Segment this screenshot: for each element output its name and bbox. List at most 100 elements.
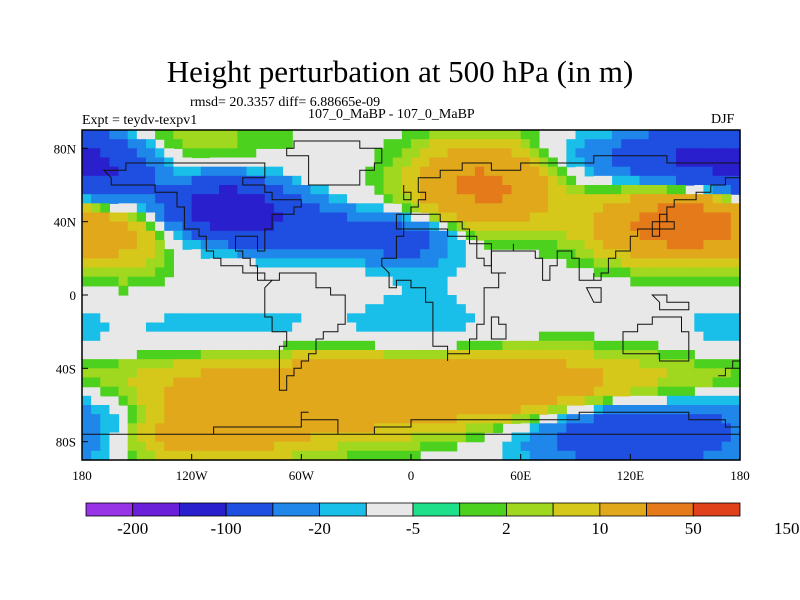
field-cell (548, 166, 558, 177)
field-cell (91, 258, 101, 269)
field-cell (145, 212, 156, 223)
field-cell (474, 267, 485, 278)
field-cell (292, 267, 302, 278)
field-cell (529, 395, 540, 406)
field-cell (593, 386, 604, 397)
field-cell (456, 249, 467, 259)
left-label: Expt = teydv-texpv1 (82, 113, 198, 128)
field-cell (356, 368, 366, 379)
field-cell (657, 267, 668, 278)
field-cell (246, 405, 257, 415)
field-cell (264, 414, 275, 424)
field-cell (237, 258, 248, 269)
field-cell (593, 423, 604, 434)
field-cell (630, 359, 641, 369)
field-cell (630, 395, 641, 406)
field-cell (548, 432, 558, 443)
field-cell (219, 130, 229, 140)
field-cell (721, 414, 732, 424)
field-cell (685, 368, 695, 379)
field-cell (264, 185, 275, 195)
field-cell (283, 368, 293, 379)
field-cell (511, 185, 522, 195)
field-cell (538, 432, 549, 443)
field-cell (401, 249, 412, 259)
field-cell (566, 221, 577, 232)
field-cell (529, 377, 540, 388)
field-cell (82, 377, 92, 388)
x-tick-label: 180 (72, 468, 92, 483)
field-cell (136, 221, 147, 232)
field-cell (301, 258, 312, 269)
field-cell (237, 313, 248, 324)
field-cell (520, 240, 531, 250)
field-cell (109, 157, 120, 168)
field-cell (310, 331, 321, 342)
field-cell (420, 148, 430, 159)
field-cell (584, 414, 595, 424)
field-cell (328, 359, 339, 369)
field-cell (438, 377, 449, 388)
field-cell (237, 423, 248, 434)
field-cell (319, 340, 330, 351)
field-cell (529, 166, 540, 177)
field-cell (182, 414, 193, 424)
field-cell (310, 203, 321, 214)
field-cell (712, 368, 723, 379)
field-cell (82, 368, 92, 379)
field-cell (91, 331, 101, 342)
field-cell (401, 450, 412, 461)
field-cell (136, 368, 147, 379)
field-cell (365, 450, 376, 461)
field-cell (155, 267, 165, 278)
field-cell (145, 166, 156, 177)
field-cell (502, 368, 513, 379)
field-cell (246, 175, 257, 186)
field-cell (310, 295, 321, 305)
field-cell (676, 432, 686, 443)
field-cell (411, 423, 421, 434)
field-cell (730, 221, 741, 232)
field-cell (429, 377, 440, 388)
field-cell (173, 368, 184, 379)
field-cell (429, 276, 440, 287)
field-cell (538, 368, 549, 379)
field-cell (529, 340, 540, 351)
field-cell (173, 395, 184, 406)
field-cell (447, 432, 458, 443)
field-cell (392, 166, 403, 177)
field-cell (484, 423, 494, 434)
field-cell (639, 340, 650, 351)
field-cell (465, 340, 476, 351)
field-cell (182, 377, 193, 388)
field-cell (356, 395, 366, 406)
field-cell (557, 203, 567, 214)
field-cell (712, 432, 723, 443)
field-cell (264, 194, 275, 204)
field-cell (374, 395, 385, 406)
field-cell (374, 240, 385, 250)
field-cell (676, 240, 686, 250)
field-cell (164, 359, 174, 369)
field-cell (511, 350, 522, 360)
field-cell (264, 322, 275, 333)
field-cell (511, 175, 522, 186)
field-cell (447, 386, 458, 397)
field-cell (730, 185, 741, 195)
field-cell (145, 203, 156, 214)
field-cell (676, 386, 686, 397)
field-cell (456, 157, 467, 168)
field-cell (292, 185, 302, 195)
field-cell (228, 139, 238, 149)
field-cell (292, 249, 302, 259)
field-cell (566, 432, 577, 443)
field-cell (712, 185, 723, 195)
field-cell (91, 377, 101, 388)
field-cell (91, 441, 101, 452)
field-cell (438, 395, 449, 406)
coastline (395, 155, 741, 281)
field-cell (657, 175, 668, 186)
field-cell (237, 166, 248, 177)
field-cell (164, 175, 174, 186)
field-cell (82, 276, 92, 287)
